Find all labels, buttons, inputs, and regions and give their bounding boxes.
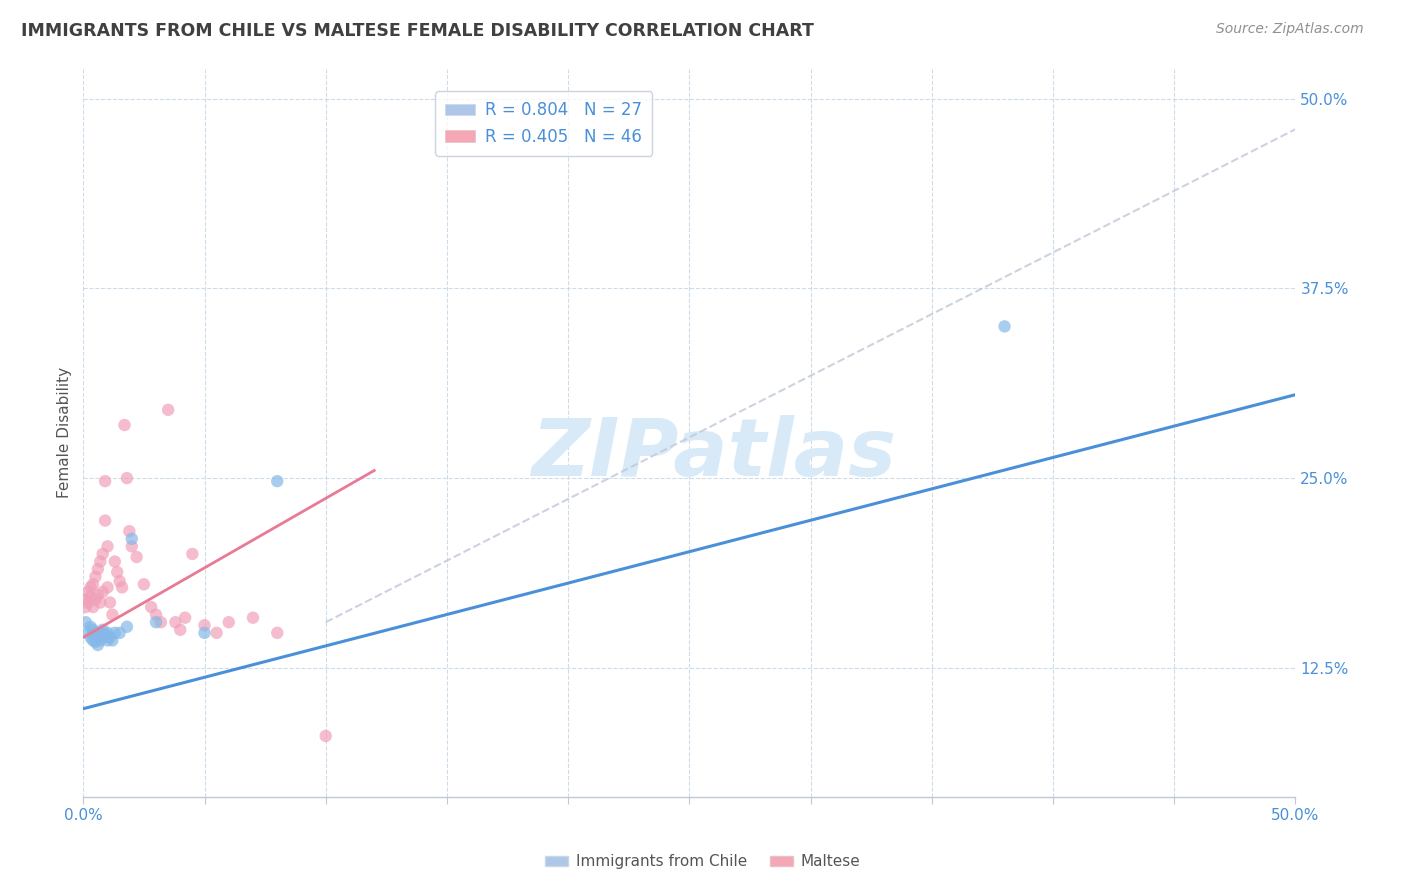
Point xyxy=(77,625,100,640)
Point xyxy=(84,570,107,584)
Point xyxy=(89,595,111,609)
Point xyxy=(115,620,138,634)
Point xyxy=(79,590,101,604)
Text: Source: ZipAtlas.com: Source: ZipAtlas.com xyxy=(1216,22,1364,37)
Point xyxy=(174,610,197,624)
Point xyxy=(87,638,110,652)
Y-axis label: Female Disability: Female Disability xyxy=(58,367,72,498)
Point xyxy=(79,620,101,634)
Point xyxy=(82,623,104,637)
Point xyxy=(101,607,124,622)
Point xyxy=(169,623,191,637)
Point xyxy=(98,631,121,645)
Point xyxy=(205,625,228,640)
Text: ZIPatlas: ZIPatlas xyxy=(531,416,896,493)
Point xyxy=(77,585,100,599)
Point xyxy=(84,625,107,640)
Legend: R = 0.804   N = 27, R = 0.405   N = 46: R = 0.804 N = 27, R = 0.405 N = 46 xyxy=(436,91,652,156)
Point xyxy=(79,580,101,594)
Point xyxy=(121,532,143,546)
Point xyxy=(145,615,167,630)
Point xyxy=(108,625,131,640)
Point xyxy=(94,627,117,641)
Point xyxy=(141,600,163,615)
Point xyxy=(82,600,104,615)
Point xyxy=(165,615,187,630)
Point xyxy=(105,565,128,579)
Point xyxy=(94,474,117,488)
Point xyxy=(84,592,107,607)
Point xyxy=(193,618,215,632)
Point xyxy=(157,402,180,417)
Point xyxy=(94,514,117,528)
Point xyxy=(111,580,134,594)
Point xyxy=(193,625,215,640)
Point xyxy=(115,471,138,485)
Point xyxy=(87,588,110,602)
Point xyxy=(91,631,114,645)
Point xyxy=(82,577,104,591)
Point xyxy=(96,633,118,648)
Point xyxy=(104,555,127,569)
Point xyxy=(98,595,121,609)
Point xyxy=(121,540,143,554)
Point xyxy=(89,625,111,640)
Point xyxy=(77,595,100,609)
Point xyxy=(114,417,136,432)
Point xyxy=(79,631,101,645)
Point xyxy=(89,633,111,648)
Point xyxy=(75,592,97,607)
Point xyxy=(108,574,131,589)
Point xyxy=(91,623,114,637)
Point xyxy=(266,625,288,640)
Point xyxy=(993,319,1015,334)
Point xyxy=(315,729,337,743)
Point xyxy=(218,615,240,630)
Point xyxy=(181,547,204,561)
Point xyxy=(96,580,118,594)
Point xyxy=(101,633,124,648)
Point xyxy=(96,540,118,554)
Point xyxy=(75,600,97,615)
Point xyxy=(145,607,167,622)
Text: IMMIGRANTS FROM CHILE VS MALTESE FEMALE DISABILITY CORRELATION CHART: IMMIGRANTS FROM CHILE VS MALTESE FEMALE … xyxy=(21,22,814,40)
Point xyxy=(104,625,127,640)
Point xyxy=(125,549,148,564)
Point xyxy=(96,625,118,640)
Point xyxy=(91,547,114,561)
Point xyxy=(87,562,110,576)
Point xyxy=(242,610,264,624)
Point xyxy=(82,633,104,648)
Point xyxy=(149,615,172,630)
Point xyxy=(91,585,114,599)
Point xyxy=(75,615,97,630)
Point xyxy=(266,474,288,488)
Point xyxy=(87,629,110,643)
Point xyxy=(132,577,155,591)
Point xyxy=(118,524,141,539)
Point xyxy=(84,635,107,649)
Point xyxy=(89,555,111,569)
Legend: Immigrants from Chile, Maltese: Immigrants from Chile, Maltese xyxy=(540,848,866,875)
